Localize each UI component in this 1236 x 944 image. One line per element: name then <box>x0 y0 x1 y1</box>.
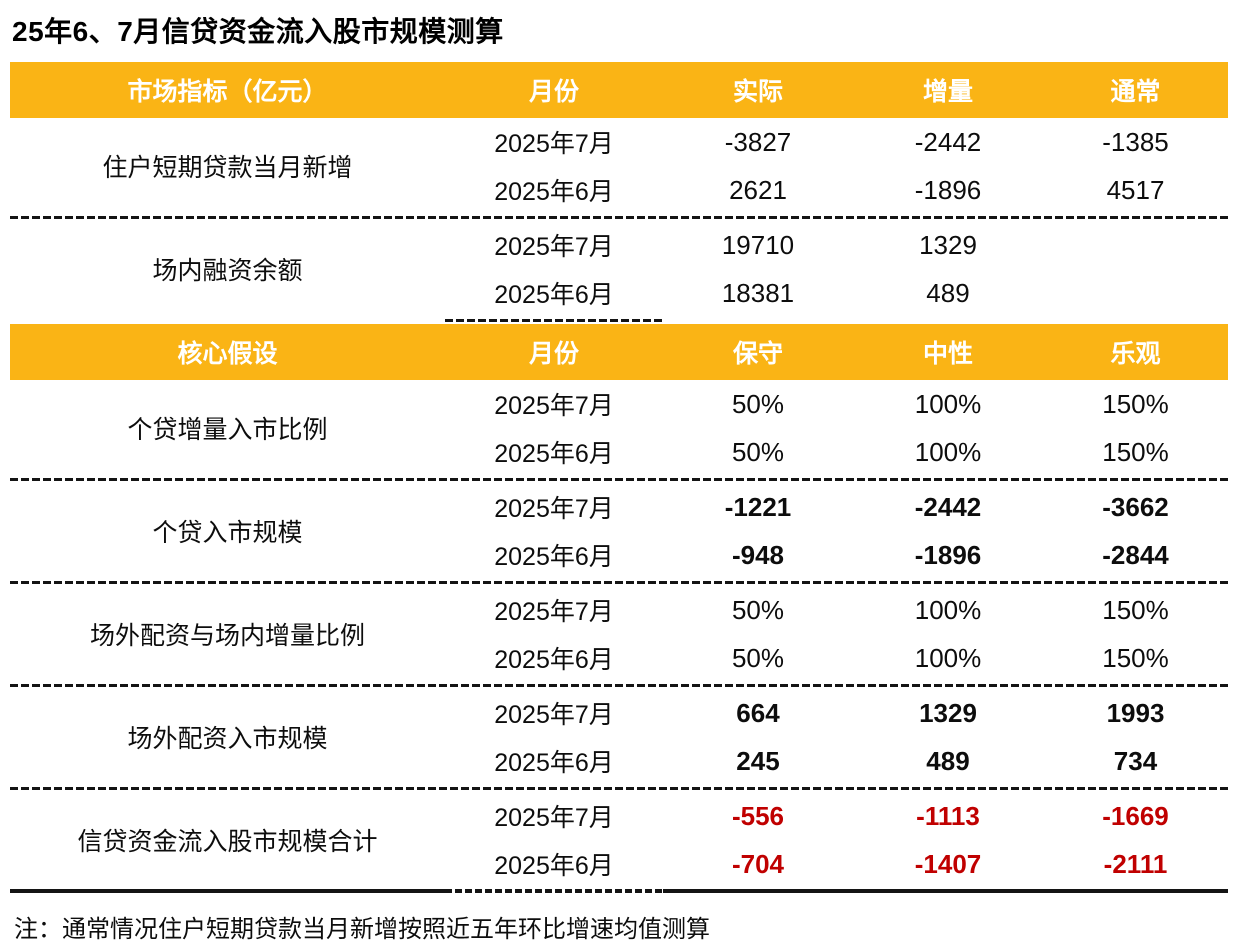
table-group-otc-ratio: 场外配资与场内增量比例 2025年7月 50% 100% 150% 2025年6… <box>10 586 1228 682</box>
border-segment-dashed <box>445 889 663 893</box>
table-group-household-loans: 住户短期贷款当月新增 2025年7月 -3827 -2442 -1385 202… <box>10 118 1228 214</box>
table-bottom-border <box>10 889 1228 893</box>
value-cell: 100% <box>914 642 982 673</box>
value-cell: 1993 <box>1106 697 1165 728</box>
table-group-total-credit-inflow: 信贷资金流入股市规模合计 2025年7月 -556 -1113 -1669 20… <box>10 792 1228 888</box>
value-cell: 150% <box>1102 594 1169 625</box>
column-header-neutral: 中性 <box>922 340 973 368</box>
month-cell: 2025年6月 <box>494 852 614 880</box>
dashed-divider <box>10 581 1228 584</box>
month-cell: 2025年6月 <box>494 749 614 777</box>
value-cell: -556 <box>731 800 785 831</box>
month-cell: 2025年7月 <box>494 233 614 261</box>
value-cell: 50% <box>731 594 785 625</box>
value-cell: 100% <box>914 388 982 419</box>
column-header-month: 月份 <box>528 78 579 106</box>
value-cell: 489 <box>926 277 970 308</box>
month-cell: 2025年7月 <box>494 804 614 832</box>
estimation-table: 市场指标（亿元） 月份 实际 增量 通常 住户短期贷款当月新增 2025年7月 … <box>10 62 1228 893</box>
column-header-optimistic: 乐观 <box>1110 340 1161 368</box>
value-cell: 1329 <box>919 697 977 728</box>
column-header-month: 月份 <box>528 340 579 368</box>
page-title: 25年6、7月信贷资金流入股市规模测算 <box>12 16 504 47</box>
value-cell: 664 <box>736 697 780 728</box>
value-cell: 4517 <box>1106 174 1165 205</box>
row-label: 个贷入市规模 <box>152 519 303 547</box>
column-header-actual: 实际 <box>732 78 783 106</box>
value-cell: -2442 <box>914 126 982 157</box>
dashed-divider <box>10 216 1228 219</box>
value-cell: 18381 <box>721 277 795 308</box>
table-group-loan-inflow-scale: 个贷入市规模 2025年7月 -1221 -2442 -3662 2025年6月… <box>10 483 1228 579</box>
value-cell: -1385 <box>1102 126 1169 157</box>
table-header-market: 市场指标（亿元） 月份 实际 增量 通常 <box>10 62 1228 118</box>
value-cell: 19710 <box>721 229 795 260</box>
value-cell: -1896 <box>914 174 982 205</box>
value-cell: 734 <box>1113 745 1158 776</box>
footnote: 注：通常情况住户短期贷款当月新增按照近五年环比增速均值测算 <box>14 916 710 943</box>
dashed-divider <box>10 787 1228 790</box>
value-cell: -2442 <box>914 491 982 522</box>
month-cell: 2025年7月 <box>494 392 614 420</box>
month-cell: 2025年6月 <box>494 281 614 309</box>
month-cell: 2025年6月 <box>494 646 614 674</box>
table-group-margin-balance: 场内融资余额 2025年7月 19710 1329 2025年6月 18381 … <box>10 221 1228 317</box>
value-cell: 245 <box>736 745 780 776</box>
value-cell: 1329 <box>919 229 977 260</box>
value-cell: 100% <box>914 436 982 467</box>
value-cell: -1407 <box>914 848 982 879</box>
row-label: 信贷资金流入股市规模合计 <box>77 828 378 856</box>
dashed-divider <box>10 684 1228 687</box>
value-cell: 150% <box>1102 388 1169 419</box>
month-cell: 2025年6月 <box>494 178 614 206</box>
column-header-conservative: 保守 <box>732 340 783 368</box>
partial-dashed-divider <box>445 319 663 322</box>
value-cell: 489 <box>926 745 970 776</box>
table-group-otc-scale: 场外配资入市规模 2025年7月 664 1329 1993 2025年6月 2… <box>10 689 1228 785</box>
column-header-indicator: 市场指标（亿元） <box>127 78 328 106</box>
column-header-increment: 增量 <box>922 78 973 106</box>
border-segment-solid <box>10 889 445 893</box>
value-cell: -1669 <box>1102 800 1169 831</box>
value-cell: -1113 <box>916 800 980 831</box>
dashed-divider <box>10 478 1228 481</box>
value-cell: -948 <box>731 539 785 570</box>
month-cell: 2025年6月 <box>494 543 614 571</box>
month-cell: 2025年7月 <box>494 701 614 729</box>
value-cell: 50% <box>731 388 785 419</box>
table-group-loan-inflow-ratio: 个贷增量入市比例 2025年7月 50% 100% 150% 2025年6月 5… <box>10 380 1228 476</box>
row-label: 场外配资入市规模 <box>127 725 328 753</box>
value-cell: 50% <box>731 436 785 467</box>
month-cell: 2025年7月 <box>494 598 614 626</box>
value-cell: 2621 <box>729 174 787 205</box>
value-cell: -3827 <box>724 126 792 157</box>
value-cell: 150% <box>1102 436 1169 467</box>
column-header-usual: 通常 <box>1110 78 1161 106</box>
value-cell: 100% <box>914 594 982 625</box>
table-header-assumptions: 核心假设 月份 保守 中性 乐观 <box>10 324 1228 380</box>
month-cell: 2025年6月 <box>494 440 614 468</box>
month-cell: 2025年7月 <box>494 495 614 523</box>
value-cell: -704 <box>731 848 785 879</box>
value-cell: -2844 <box>1102 539 1169 570</box>
month-cell: 2025年7月 <box>494 130 614 158</box>
row-label: 场内融资余额 <box>152 257 303 285</box>
row-label: 场外配资与场内增量比例 <box>89 622 365 650</box>
value-cell: -1221 <box>724 491 792 522</box>
value-cell: -3662 <box>1102 491 1169 522</box>
row-label: 住户短期贷款当月新增 <box>102 154 353 182</box>
value-cell: 150% <box>1102 642 1169 673</box>
value-cell: 50% <box>731 642 785 673</box>
row-label: 个贷增量入市比例 <box>127 416 328 444</box>
value-cell: -2111 <box>1103 848 1168 879</box>
border-segment-solid <box>663 889 1228 893</box>
value-cell: -1896 <box>914 539 982 570</box>
column-header-assumption: 核心假设 <box>177 340 278 368</box>
